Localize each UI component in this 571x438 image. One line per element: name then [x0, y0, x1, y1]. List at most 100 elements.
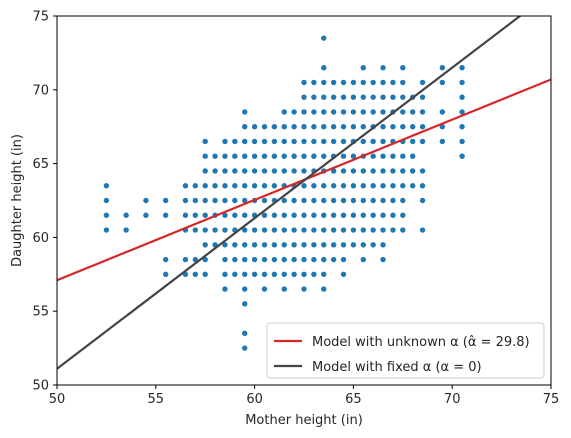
data-point: [380, 227, 386, 233]
data-point: [123, 212, 129, 218]
data-point: [360, 64, 366, 71]
data-point: [340, 79, 347, 86]
data-point: [409, 138, 416, 145]
data-point: [340, 183, 347, 189]
data-point: [301, 79, 307, 86]
legend-label-fixed-alpha: Model with fixed α (α = 0): [312, 360, 482, 375]
data-point: [232, 256, 238, 263]
data-point: [340, 242, 347, 248]
data-point: [330, 227, 337, 233]
data-point: [261, 256, 268, 263]
data-point: [202, 168, 208, 174]
data-point: [360, 79, 366, 86]
x-tick-label: 50: [49, 392, 66, 407]
data-point: [400, 227, 406, 233]
data-point: [271, 227, 278, 233]
data-point: [281, 153, 287, 159]
data-point: [400, 168, 406, 174]
data-point: [380, 242, 386, 248]
data-point: [192, 183, 199, 189]
data-point: [350, 153, 357, 159]
data-point: [419, 138, 426, 145]
data-point: [330, 124, 337, 130]
data-point: [380, 109, 386, 115]
data-point: [340, 124, 347, 130]
data-point: [400, 197, 406, 204]
data-point: [242, 153, 248, 159]
data-point: [380, 183, 386, 189]
x-tick-label: 75: [543, 392, 560, 407]
data-point: [370, 79, 376, 86]
data-point: [271, 183, 278, 189]
data-point: [370, 197, 376, 204]
data-point: [459, 138, 465, 145]
data-point: [459, 79, 465, 86]
data-point: [390, 79, 396, 86]
data-point: [340, 94, 347, 100]
data-point: [409, 183, 416, 189]
data-point: [400, 212, 406, 218]
data-point: [390, 94, 396, 100]
data-point: [271, 212, 278, 218]
data-point: [380, 153, 386, 159]
data-point: [321, 138, 327, 145]
data-point: [360, 168, 366, 174]
data-point: [202, 197, 208, 204]
data-point: [311, 109, 317, 115]
data-point: [459, 94, 465, 100]
data-point: [400, 124, 406, 130]
data-point: [330, 109, 337, 115]
data-point: [291, 242, 297, 248]
data-point: [370, 227, 376, 233]
data-point: [291, 168, 297, 174]
data-point: [321, 256, 327, 263]
data-point: [182, 183, 189, 189]
data-point: [281, 256, 287, 263]
data-point: [340, 271, 347, 277]
data-point: [360, 183, 366, 189]
data-point: [340, 168, 347, 174]
data-point: [261, 197, 268, 204]
data-point: [321, 124, 327, 130]
data-point: [192, 271, 199, 277]
data-point: [281, 227, 287, 233]
data-point: [360, 197, 366, 204]
data-point: [242, 242, 248, 248]
data-point: [242, 271, 248, 277]
data-point: [301, 286, 307, 292]
data-point: [370, 212, 376, 218]
data-point: [350, 94, 357, 100]
y-axis-label: Daughter height (in): [10, 134, 25, 267]
data-point: [271, 138, 278, 145]
data-point: [321, 227, 327, 233]
data-point: [360, 124, 366, 130]
data-point: [390, 227, 396, 233]
data-point: [321, 197, 327, 204]
data-point: [301, 124, 307, 130]
data-point: [340, 197, 347, 204]
data-point: [360, 212, 366, 218]
data-point: [301, 197, 307, 204]
data-point: [360, 227, 366, 233]
data-point: [330, 79, 337, 86]
data-point: [222, 197, 228, 204]
data-point: [350, 79, 357, 86]
data-point: [202, 227, 208, 233]
data-point: [232, 183, 238, 189]
y-tick-label: 60: [32, 231, 49, 246]
data-point: [350, 197, 357, 204]
data-point: [212, 153, 218, 159]
data-point: [291, 271, 297, 277]
data-point: [192, 227, 199, 233]
data-point: [281, 124, 287, 130]
data-point: [439, 79, 446, 86]
data-point: [271, 124, 278, 130]
data-point: [182, 197, 189, 204]
data-point: [261, 227, 268, 233]
data-point: [380, 79, 386, 86]
data-point: [370, 94, 376, 100]
x-axis-label: Mother height (in): [245, 413, 363, 428]
data-point: [251, 168, 258, 174]
data-point: [103, 197, 110, 204]
data-point: [162, 271, 169, 277]
